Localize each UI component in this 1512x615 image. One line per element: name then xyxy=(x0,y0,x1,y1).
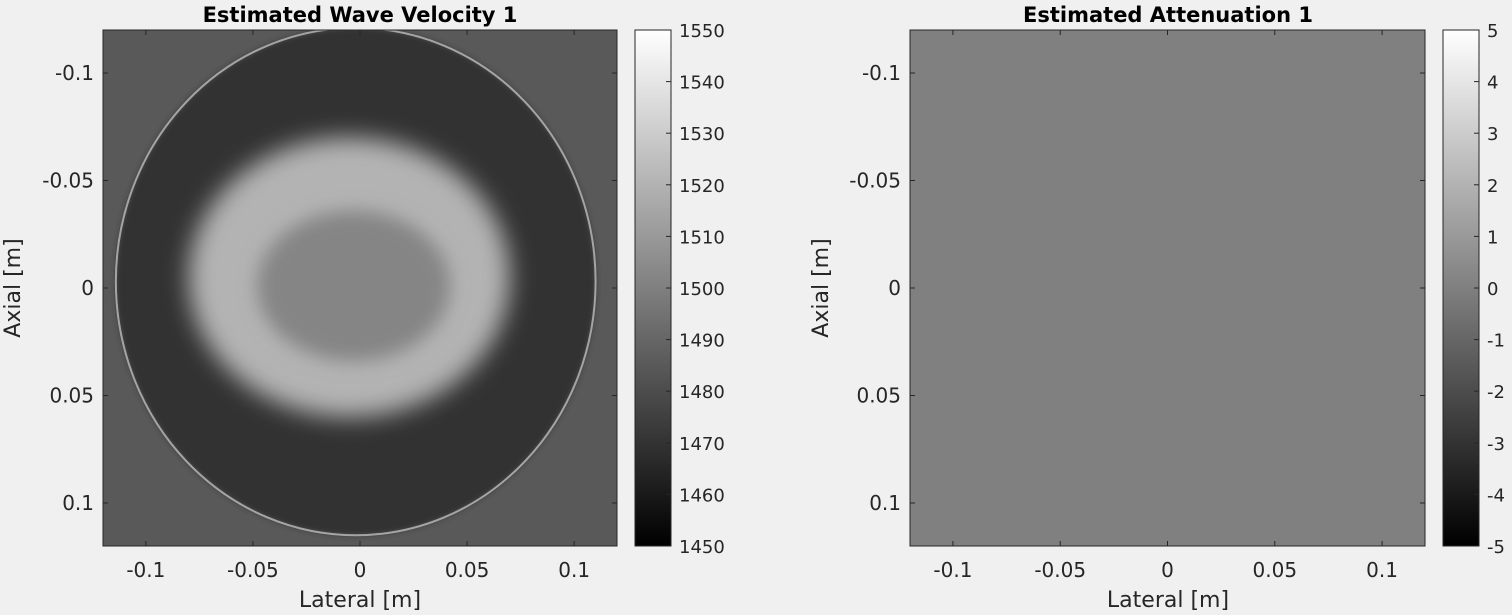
colorbar-tick-label: -3 xyxy=(1487,434,1505,455)
colorbar-gradient xyxy=(634,29,672,547)
colorbar-tick-label: -1 xyxy=(1487,331,1505,352)
colorbar: 1450 1460 1470 1480 1490 1500 1510 1520 1530 1540… xyxy=(634,21,725,558)
colorbar-tick-label: 1540 xyxy=(679,73,725,94)
x-tick-label: -0.1 xyxy=(933,558,972,582)
chart-title: Estimated Wave Velocity 1 xyxy=(203,3,518,27)
colorbar-tick-label: 1550 xyxy=(679,21,725,42)
colorbar-tick-label: -2 xyxy=(1487,382,1505,403)
chart-title: Estimated Attenuation 1 xyxy=(1023,3,1313,27)
y-tick-label: 0.05 xyxy=(49,384,94,408)
colorbar-tick-label: 1490 xyxy=(679,331,725,352)
y-axis-label: Axial [m] xyxy=(1,238,26,337)
attenuation-panel: Estimated Attenuation 1 -0.1 -0.05 0 0.05 0.… xyxy=(809,3,1505,613)
x-axis: -0.1 -0.05 0 0.05 0.1 xyxy=(933,30,1398,582)
y-tick-label: 0 xyxy=(888,276,901,300)
x-tick-label: -0.05 xyxy=(1034,558,1086,582)
y-tick-label: 0.1 xyxy=(869,491,901,515)
colorbar-tick-label: 2 xyxy=(1487,176,1498,197)
colorbar-tick-label: -5 xyxy=(1487,537,1505,558)
colorbar-tick-label: 1480 xyxy=(679,382,725,403)
colorbar: -5 -4 -3 -2 -1 0 1 2 3 4 5 xyxy=(1442,21,1505,558)
colorbar-tick-label: 1510 xyxy=(679,227,725,248)
colorbar-tick-label: 1470 xyxy=(679,434,725,455)
x-tick-label: 0.1 xyxy=(1366,558,1398,582)
heatmap-image xyxy=(103,30,617,546)
y-tick-label: 0 xyxy=(81,276,94,300)
core-region xyxy=(257,210,450,362)
y-tick-label: -0.1 xyxy=(55,61,94,85)
outer-boundary-ring xyxy=(114,30,597,537)
y-tick-label: 0.05 xyxy=(856,384,901,408)
colorbar-tick-label: 1530 xyxy=(679,124,725,145)
colorbar-tick-label: 1520 xyxy=(679,176,725,197)
x-tick-label: -0.05 xyxy=(227,558,279,582)
y-tick-label: -0.05 xyxy=(849,169,901,193)
x-axis: -0.1 -0.05 0 0.05 0.1 xyxy=(126,30,590,582)
colorbar-tick-label: 1 xyxy=(1487,227,1498,248)
x-tick-label: 0 xyxy=(354,558,367,582)
x-axis-label: Lateral [m] xyxy=(1107,588,1229,613)
colorbar-tick-label: 1460 xyxy=(679,485,725,506)
colorbar-tick-label: 1500 xyxy=(679,279,725,300)
x-tick-label: 0.05 xyxy=(445,558,490,582)
colorbar-tick-label: 0 xyxy=(1487,279,1498,300)
heatmap-background xyxy=(910,30,1425,546)
colorbar-tick-label: 1450 xyxy=(679,537,725,558)
y-axis: -0.1 -0.05 0 0.05 0.1 xyxy=(42,61,617,515)
y-tick-label: -0.05 xyxy=(42,169,94,193)
x-axis-label: Lateral [m] xyxy=(299,588,421,613)
x-tick-label: 0.1 xyxy=(558,558,590,582)
heatmap-image xyxy=(910,30,1425,546)
y-axis: -0.1 -0.05 0 0.05 0.1 xyxy=(849,61,1425,515)
colorbar-tick-label: 3 xyxy=(1487,124,1498,145)
x-tick-label: 0 xyxy=(1161,558,1174,582)
colorbar-tick-label: 5 xyxy=(1487,21,1498,42)
y-tick-label: -0.1 xyxy=(862,61,901,85)
colorbar-tick-label: -4 xyxy=(1487,485,1505,506)
y-tick-label: 0.1 xyxy=(62,491,94,515)
x-tick-label: 0.05 xyxy=(1253,558,1298,582)
x-tick-label: -0.1 xyxy=(126,558,165,582)
colorbar-tick-label: 4 xyxy=(1487,73,1498,94)
colorbar-gradient xyxy=(1442,29,1480,547)
velocity-panel: Estimated Wave Velocity 1 -0.1 -0.05 0 0.05… xyxy=(1,3,725,613)
y-axis-label: Axial [m] xyxy=(809,238,834,337)
